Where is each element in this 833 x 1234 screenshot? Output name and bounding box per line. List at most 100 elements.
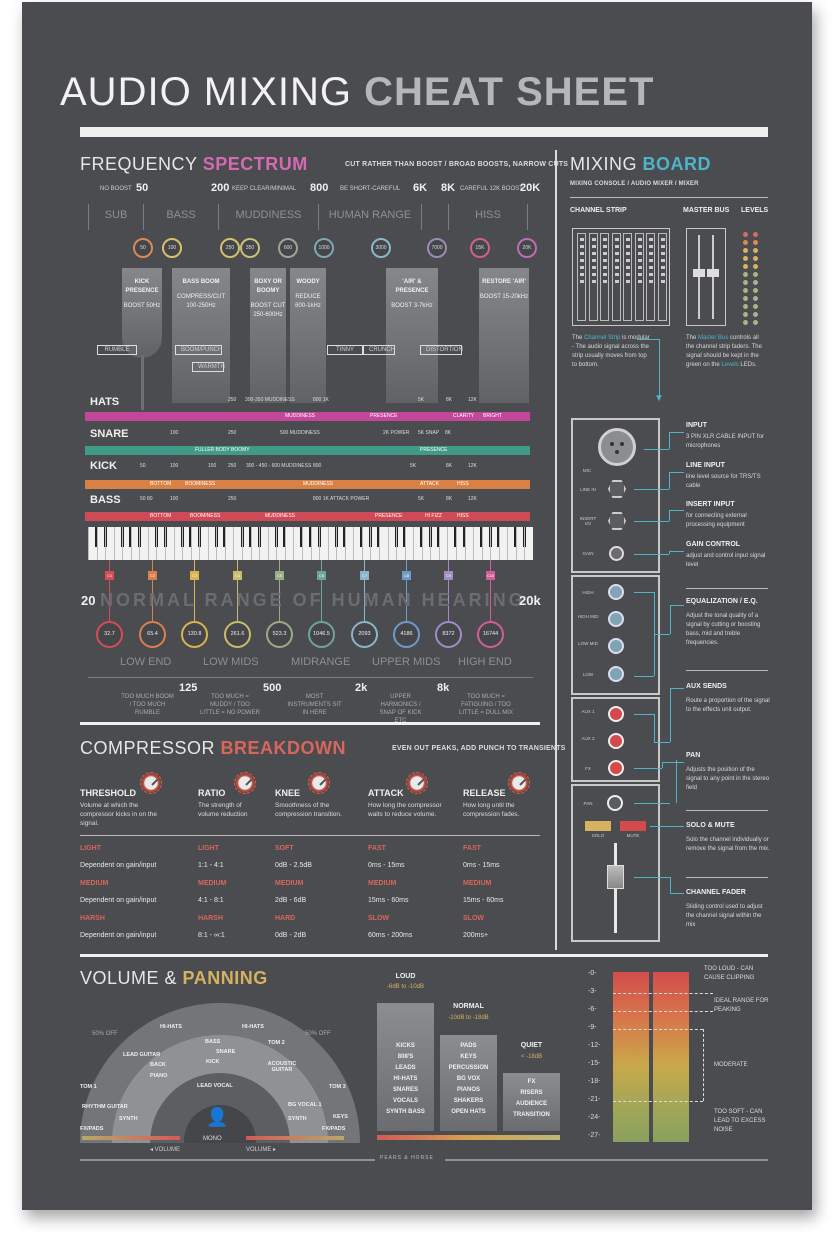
scale-value: 20K: [520, 182, 541, 194]
section-desc: Adjust the tonal quality of a signal by …: [686, 613, 761, 646]
mic-xlr-input[interactable]: [598, 428, 636, 466]
master-fader-left[interactable]: [693, 269, 705, 277]
col-action: COMPRESS/CUT 100-250Hz: [176, 294, 226, 309]
ratio-knob[interactable]: [234, 772, 256, 794]
eq-low-mid-knob[interactable]: [608, 638, 624, 654]
column-divider: [555, 150, 557, 950]
range-high-end: HIGH END: [458, 656, 512, 668]
gain-knob[interactable]: [609, 546, 624, 561]
cell-key: HARSH: [80, 915, 105, 922]
scale-note: CAREFUL 12K BOOST: [460, 186, 523, 192]
band-segment: BOOMINESS: [185, 481, 216, 487]
cell-key: MEDIUM: [80, 880, 109, 887]
db-tick: -24-: [588, 1114, 601, 1121]
aux2-knob[interactable]: [608, 733, 624, 749]
note-badge: C10: [486, 571, 495, 580]
mute-button[interactable]: [620, 821, 646, 831]
freq-marker: 15K: [470, 238, 490, 258]
level-name: QUIET: [520, 1042, 543, 1049]
pan-item: SYNTH: [288, 1116, 307, 1122]
level-bar-loud: KICKS 808'S LEADS HI-HATS SNARES VOCALS …: [377, 1003, 434, 1131]
col-stem: [141, 355, 144, 410]
solo-button[interactable]: [585, 821, 611, 831]
scale-note: NO BOOST: [100, 186, 132, 192]
level-item: LEADS: [395, 1065, 416, 1071]
hearing-max: 20k: [519, 593, 541, 608]
col-action: BOOST 15-20kHz: [479, 294, 529, 300]
col-action: BOOST 3-7kHz: [391, 303, 433, 309]
cell-key: FAST: [463, 845, 481, 852]
freq-marker: 350: [240, 238, 260, 258]
desc-text: is modular - The audio signal across the…: [572, 335, 650, 368]
footer-credit: PEARS & HORSE: [380, 1155, 434, 1161]
mb-divider: [570, 197, 768, 198]
eq-high-knob[interactable]: [608, 584, 624, 600]
pan-item: LEAD VOCAL: [197, 1083, 233, 1089]
pitch-hz: 261.6: [224, 621, 251, 648]
fx-knob[interactable]: [608, 760, 624, 776]
freq-marker: 50: [133, 238, 153, 258]
line-in-jack[interactable]: [608, 480, 626, 498]
level-item: 808'S: [397, 1054, 414, 1060]
master-fader-right[interactable]: [707, 269, 719, 277]
band-hats: MUDDINESS PRESENCE CLARITY BRIGHT: [85, 412, 530, 421]
eq-high-mid-knob[interactable]: [608, 611, 624, 627]
mixing-board-title: MIXING BOARD: [570, 154, 711, 175]
freq-marker: 3000: [371, 238, 391, 258]
db-tick: -9-: [588, 1024, 597, 1031]
note-badge: C2: [148, 571, 157, 580]
stem: [490, 560, 491, 621]
threshold-knob[interactable]: [140, 772, 162, 794]
band-label-hats: HATS: [90, 396, 120, 408]
pan-item: SNARE: [216, 1049, 236, 1055]
threshold-line: [613, 993, 713, 994]
eq-low-knob[interactable]: [608, 666, 624, 682]
section-title: INSERT INPUT: [686, 501, 735, 508]
level-item: VOCALS: [392, 1098, 418, 1104]
channel-fader-handle[interactable]: [607, 865, 624, 889]
cell-value: 0dB - 2.5dB: [275, 862, 312, 869]
section-title: EQUALIZATION / E.Q.: [686, 598, 758, 605]
attack-knob[interactable]: [406, 772, 428, 794]
col-title: BOXY OR BOOMY: [254, 279, 282, 294]
band-segment: PRESENCE: [375, 513, 403, 519]
meter-left: [613, 972, 649, 1142]
col-title: KICK PRESENCE: [125, 279, 159, 294]
channel-strip-label: CHANNEL STRIP: [570, 207, 627, 214]
level-item: OPEN HATS: [451, 1109, 486, 1115]
band-tick: 8K: [446, 397, 453, 403]
channel-strip-desc: The Channel Strip is modular - The audio…: [572, 334, 652, 370]
meter-right: [653, 972, 689, 1142]
section-desc: 3 PIN XLR CABLE INPUT for microphones: [686, 434, 764, 449]
cell-key: SOFT: [275, 845, 294, 852]
pitch-hz: 8372: [435, 621, 462, 648]
stem: [364, 560, 365, 621]
frequency-rule: [80, 722, 540, 725]
volume-left-label: ◂ VOLUME: [150, 1147, 181, 1153]
band-segment: MUDDINESS: [303, 481, 334, 487]
band-segment: CLARITY: [453, 413, 475, 419]
aux1-knob[interactable]: [608, 706, 624, 722]
hearing-min: 20: [81, 593, 96, 608]
knee-knob[interactable]: [308, 772, 330, 794]
insert-jack[interactable]: [608, 512, 626, 530]
range-low-end: LOW END: [120, 656, 172, 668]
pan-knob[interactable]: [607, 795, 623, 811]
band-tick: 300-350 MUDDINESS: [245, 397, 295, 403]
cell-value: 0ms - 15ms: [368, 862, 405, 869]
band-segment: MUDDINESS: [285, 413, 316, 419]
pan-item: TOM 3: [329, 1084, 346, 1090]
desc-highlight: Levels: [721, 362, 739, 368]
section-desc: Route a proportion of the signal to the …: [686, 698, 770, 713]
section-title: CHANNEL FADER: [686, 889, 746, 896]
cell-key: LIGHT: [198, 845, 219, 852]
cell-value: 8:1 - ∞:1: [198, 932, 225, 939]
release-knob[interactable]: [508, 772, 530, 794]
piano-keyboard: [88, 527, 533, 560]
pan-item: FX/PADS: [80, 1126, 104, 1132]
insert-label: INSERT I/O: [579, 516, 597, 526]
range-low-mids: LOW MIDS: [203, 656, 259, 668]
pitch-hz: 2093: [351, 621, 378, 648]
freq-marker: 600: [278, 238, 298, 258]
levels-leds: [743, 228, 763, 326]
